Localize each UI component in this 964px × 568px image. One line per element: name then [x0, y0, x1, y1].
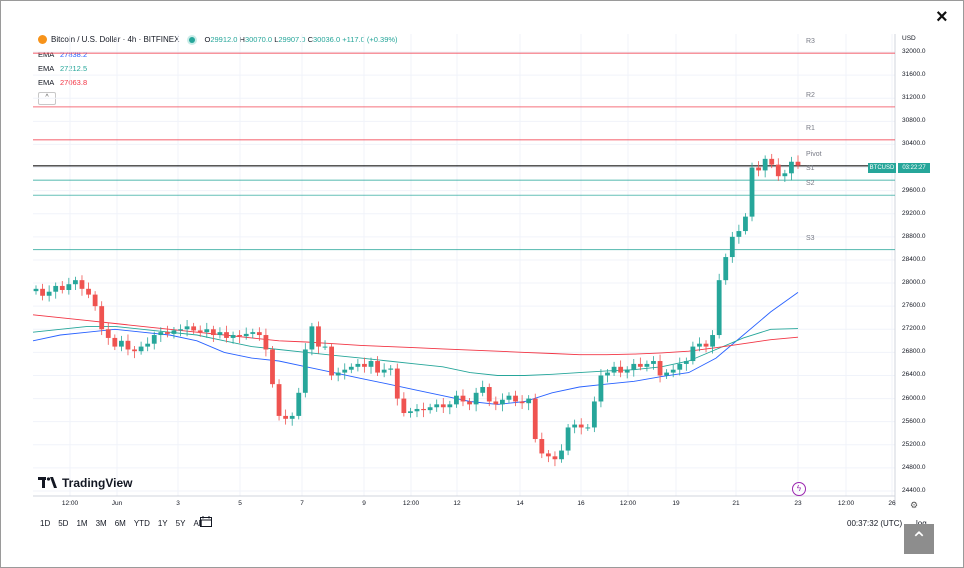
events-bolt-icon[interactable]: ϟ	[792, 482, 806, 496]
time-tick-label: 14	[516, 500, 524, 507]
price-tick-label: 25600.0	[902, 417, 926, 425]
bitcoin-icon	[38, 35, 47, 44]
price-tick-label: 32000.0	[902, 48, 926, 55]
symbol-header: Bitcoin / U.S. Dollar · 4h · BITFINEX O2…	[38, 35, 398, 44]
pivot-label-s2: S2	[806, 180, 815, 188]
time-tick-label: 21	[732, 500, 740, 507]
timeframe-3m[interactable]: 3M	[95, 519, 107, 528]
utc-clock[interactable]: 00:37:32 (UTC)	[847, 519, 903, 528]
ema-legend-1[interactable]: EMA 27838.2	[38, 50, 88, 59]
pivot-label-r2: R2	[806, 91, 815, 99]
timeframe-1y[interactable]: 1Y	[157, 519, 168, 528]
price-tick-label: 29600.0	[902, 186, 926, 194]
watermark-text: TradingView	[62, 476, 133, 490]
ema-legend-3[interactable]: EMA 27063.8	[38, 78, 88, 87]
time-tick-label: 12:00	[619, 500, 637, 507]
tradingview-logo[interactable]: TradingView	[38, 476, 132, 490]
price-tick-label: 25200.0	[902, 440, 926, 448]
time-tick-label: 5	[238, 500, 242, 507]
currency-label[interactable]: USD	[902, 35, 916, 42]
settings-gear-icon[interactable]: ⚙	[910, 500, 919, 510]
price-tick-label: 24400.0	[902, 487, 926, 494]
timeframe-all[interactable]: All	[193, 519, 203, 528]
price-tick-label: 27200.0	[902, 325, 926, 333]
scroll-to-top-button[interactable]: ⌃	[904, 524, 934, 554]
time-tick-label: 26	[888, 500, 896, 507]
log-scale-toggle[interactable]: log	[916, 519, 927, 528]
timeframe-6m[interactable]: 6M	[114, 519, 126, 528]
symbol-title[interactable]: Bitcoin / U.S. Dollar · 4h · BITFINEX	[51, 35, 180, 44]
time-tick-label: 19	[672, 500, 680, 507]
pivot-label-r1: R1	[806, 124, 815, 132]
pivot-label-pivot: Pivot	[806, 150, 822, 158]
ema-legend-2[interactable]: EMA 27212.5	[38, 64, 88, 73]
timeframe-toolbar: 1D 5D 1M 3M 6M YTD 1Y 5Y All	[40, 519, 210, 528]
time-tick-label: 16	[577, 500, 585, 507]
price-tick-label: 24800.0	[902, 463, 926, 471]
price-tick-label: 27600.0	[902, 302, 926, 310]
timeframe-5d[interactable]: 5D	[58, 519, 69, 528]
price-tick-label: 26000.0	[902, 394, 926, 402]
price-tick-label: 30400.0	[902, 140, 926, 148]
price-tick-label: 26400.0	[902, 371, 926, 379]
price-tick-label: 30800.0	[902, 117, 926, 125]
price-tick-label: 28800.0	[902, 232, 926, 240]
time-tick-label: 9	[362, 500, 366, 507]
timeframe-1m[interactable]: 1M	[76, 519, 88, 528]
price-tick-label: 28400.0	[902, 255, 926, 263]
price-tick-label: 26800.0	[902, 348, 926, 356]
pivot-label-r3: R3	[806, 38, 815, 46]
pivot-label-s1: S1	[806, 165, 815, 173]
time-tick-label: 7	[300, 500, 304, 507]
pivot-label-s3: S3	[806, 234, 815, 242]
time-tick-label: 3	[176, 500, 180, 507]
timeframe-5y[interactable]: 5Y	[175, 519, 186, 528]
price-tag-symbol: BTCUSD	[868, 163, 896, 173]
timeframe-1d[interactable]: 1D	[40, 519, 51, 528]
price-tick-label: 28000.0	[902, 279, 926, 287]
price-tick-label: 31600.0	[902, 71, 926, 79]
time-tick-label: 23	[794, 500, 802, 507]
calendar-range-icon[interactable]	[200, 516, 212, 527]
close-icon[interactable]: ×	[936, 6, 948, 28]
time-tick-label: 12:00	[402, 500, 420, 507]
price-tag-countdown: 03:22:27	[898, 163, 930, 173]
ohlc-values: O29912.0 H30070.0 L29907.0 C30036.0 +117…	[204, 35, 398, 44]
time-tick-label: 12:00	[837, 500, 855, 507]
timeframe-ytd[interactable]: YTD	[133, 519, 150, 528]
tradingview-icon	[38, 477, 57, 488]
time-tick-label: 12:00	[61, 500, 79, 507]
collapse-legend-button[interactable]: ^	[38, 92, 56, 105]
time-tick-label: 12	[453, 500, 461, 507]
market-status-icon	[189, 36, 196, 43]
price-tick-label: 29200.0	[902, 209, 926, 217]
time-tick-label: Jun	[111, 500, 123, 507]
price-tick-label: 31200.0	[902, 94, 926, 102]
